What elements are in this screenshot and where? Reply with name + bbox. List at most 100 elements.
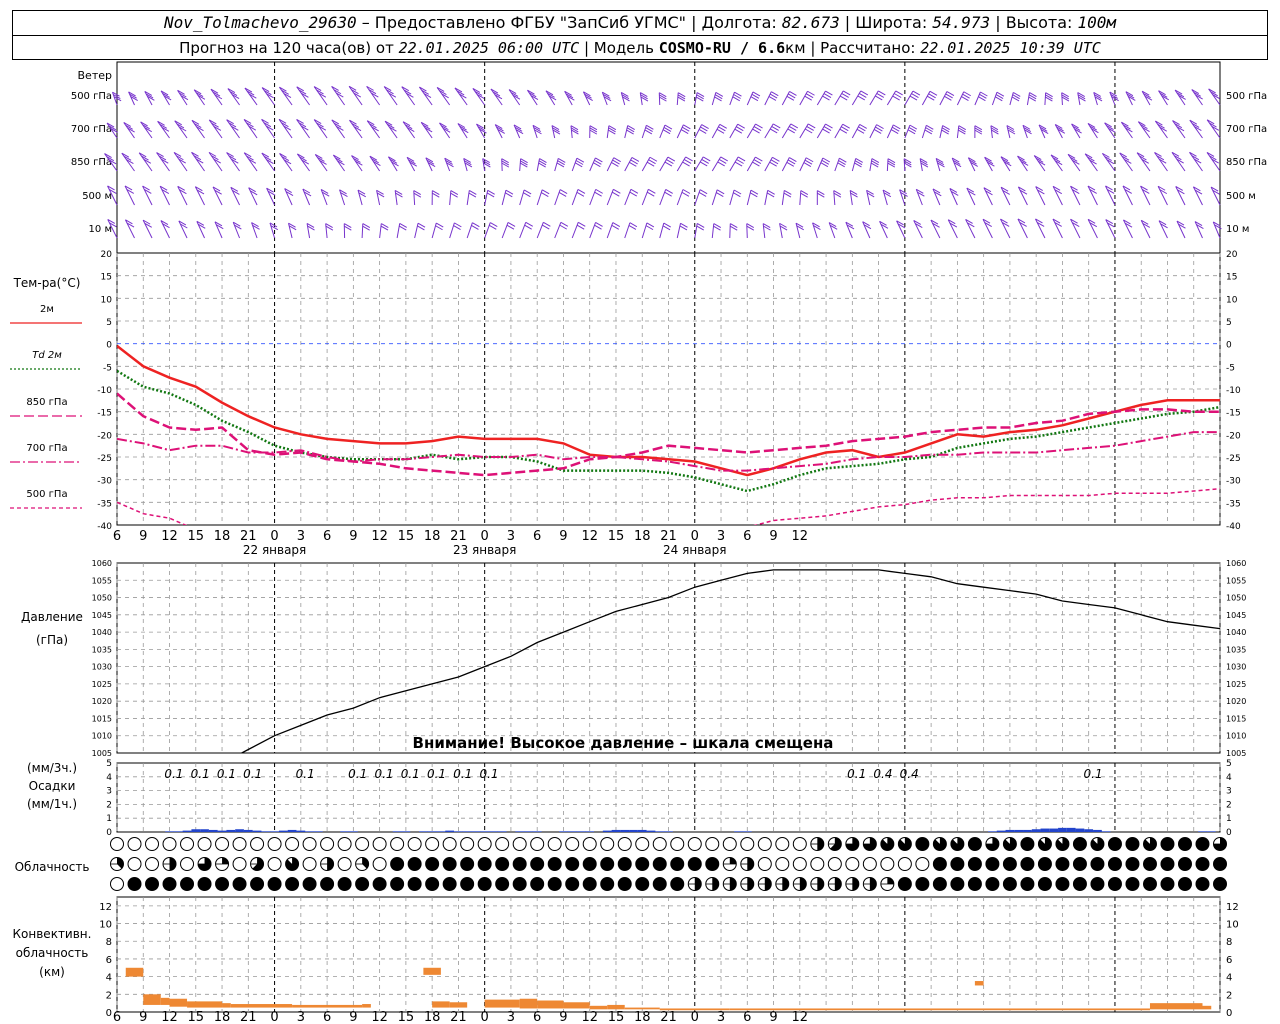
x-tick-label: 0	[691, 529, 699, 544]
wind-barb	[939, 125, 950, 139]
wind-barb-flag	[734, 128, 743, 134]
wind-barb-staff	[913, 220, 923, 239]
cloud-fill	[1073, 877, 1087, 891]
cloud-fill	[1178, 837, 1192, 851]
wind-barb-flag	[1121, 155, 1130, 161]
wind-barb-staff	[711, 124, 721, 139]
wind-barb	[212, 186, 223, 206]
wind-barb-flag	[1212, 221, 1221, 227]
wind-barb	[570, 125, 579, 139]
wind-barb-staff	[779, 223, 783, 239]
wind-barb	[896, 220, 906, 239]
cloud-fill	[513, 857, 527, 871]
wind-barb-flag	[1037, 160, 1046, 166]
wind-barb-flag	[261, 118, 269, 124]
wind-level-label: 500 гПа	[71, 91, 112, 102]
wind-barb-flag	[1033, 155, 1042, 160]
cloud-symbol	[1125, 877, 1140, 891]
cloud-fill	[215, 877, 229, 891]
wind-title: Ветер	[78, 69, 112, 82]
wind-barb-flag	[158, 155, 167, 161]
wind-barb-staff	[384, 120, 398, 139]
cloud-fill	[1143, 857, 1157, 871]
wind-barb-flag	[1124, 159, 1132, 164]
wind-barb-staff	[1140, 220, 1151, 239]
wind-barb	[711, 223, 722, 239]
precip-bar	[576, 831, 586, 832]
wind-barb-staff	[915, 189, 923, 206]
wind-barb-flag	[890, 129, 899, 135]
cloud-symbol	[442, 837, 457, 851]
wind-barb-flag	[339, 189, 347, 195]
wind-barb-staff	[828, 222, 836, 239]
cloud-fill	[565, 877, 579, 891]
cloud-symbol	[390, 857, 405, 871]
temp-series-line	[117, 369, 1220, 493]
wind-level-label-right: 500 м	[1226, 191, 1256, 202]
wind-barb-flag	[1013, 92, 1021, 97]
wind-barb-flag	[1154, 152, 1162, 157]
wind-barb	[232, 221, 242, 239]
conv-ytick-left: 4	[106, 973, 112, 984]
cloud-fill	[1003, 857, 1017, 871]
wind-barb	[1071, 123, 1082, 139]
wind-barb-flag	[796, 225, 804, 231]
wind-barb-flag	[1124, 222, 1133, 228]
precip-3h-label: 0.1	[374, 767, 393, 781]
wind-barb-staff	[554, 189, 561, 206]
wind-barb-staff	[232, 222, 241, 239]
wind-barb-staff	[466, 222, 473, 239]
wind-barb-flag	[1174, 89, 1183, 95]
precip-bar	[1049, 828, 1059, 832]
wind-barb-flag	[1194, 126, 1202, 132]
wind-barb-staff	[659, 222, 665, 239]
cloud-symbol	[1195, 837, 1210, 851]
cloud-circle	[110, 837, 124, 851]
precip-3h-label: 0.1	[348, 767, 367, 781]
wind-barb	[1087, 185, 1098, 206]
wind-barb-staff	[571, 158, 578, 172]
wind-barb	[1123, 219, 1133, 239]
wind-barb-staff	[1087, 185, 1098, 206]
wind-barb-staff	[1105, 219, 1116, 239]
wind-barb-flag	[646, 161, 655, 167]
cloud-fill	[1055, 857, 1069, 871]
calc-time: 22.01.2025 10:39 UTC	[920, 39, 1101, 57]
wind-barb-flag	[248, 158, 257, 164]
wind-barb-staff	[208, 152, 223, 172]
wind-barb	[1120, 121, 1133, 139]
wind-barb-staff	[394, 190, 398, 206]
wind-barb-flag	[1193, 186, 1201, 192]
wind-barb-staff	[261, 152, 275, 172]
wind-barb-staff	[1009, 92, 1014, 106]
cloud-fill	[705, 857, 719, 871]
cloud-symbol	[1072, 837, 1087, 851]
wind-barb-flag	[355, 160, 363, 166]
wind-barb-flag	[297, 153, 305, 159]
cloud-circle	[862, 857, 877, 871]
wind-barb-flag	[769, 161, 777, 167]
wind-barb-staff	[1137, 121, 1151, 139]
wind-barb-staff	[639, 92, 643, 106]
wind-barb-flag	[1161, 95, 1170, 101]
pressure-ytick-left: 1050	[92, 594, 112, 603]
pressure-ytick-right: 1010	[1226, 732, 1246, 741]
wind-barb-staff	[177, 186, 188, 206]
cloud-symbol	[197, 837, 212, 851]
wind-barb-flag	[698, 128, 707, 134]
precip-bar	[1101, 831, 1111, 832]
temp-ytick-left: -35	[97, 499, 112, 509]
cloud-circle	[757, 837, 772, 851]
cloud-symbol	[1160, 837, 1175, 851]
cloud-fill	[530, 857, 544, 871]
x-tick-label: 3	[507, 1010, 515, 1024]
wind-barb	[1137, 121, 1151, 139]
cloud-symbol	[950, 857, 965, 871]
wind-barb-flag	[714, 94, 723, 100]
wind-barb	[339, 189, 348, 206]
wind-barb	[1022, 124, 1032, 139]
wind-barb-flag	[1176, 220, 1185, 226]
wind-barb-flag	[631, 157, 640, 162]
wind-barb-flag	[594, 224, 602, 230]
wind-barb-flag	[494, 94, 503, 100]
